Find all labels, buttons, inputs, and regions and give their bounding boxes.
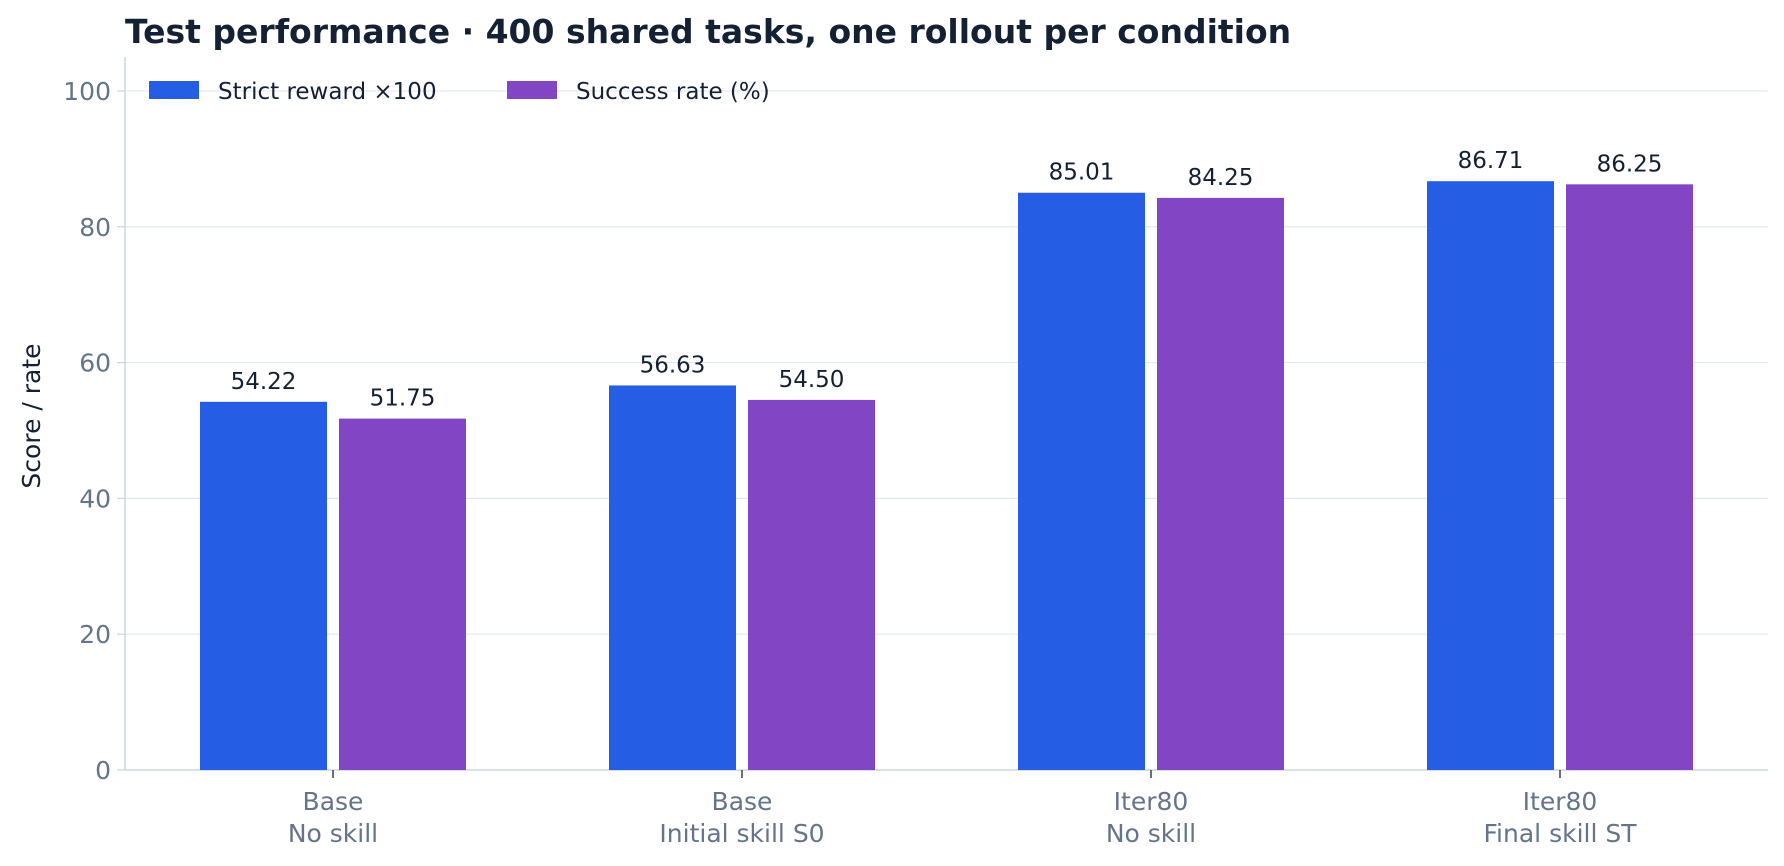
bar [1157, 197, 1284, 771]
bars [200, 181, 1693, 771]
data-label: 84.25 [1188, 165, 1254, 191]
x-tick-label: Base [303, 787, 364, 816]
data-label: 51.75 [370, 386, 436, 412]
y-tick-label: 40 [79, 484, 111, 513]
data-label: 56.63 [640, 352, 706, 378]
x-tick-label: Initial skill S0 [659, 819, 824, 848]
data-label: 86.25 [1597, 151, 1663, 177]
legend-swatch [507, 81, 557, 99]
chart-title: Test performance · 400 shared tasks, one… [125, 12, 1291, 51]
data-labels: 54.22 51.75 56.63 54.50 85.01 84.25 86.71 86.25 [231, 148, 1663, 411]
y-tick-label: 80 [79, 213, 111, 242]
data-label: 86.71 [1458, 148, 1524, 174]
bar [748, 399, 875, 770]
x-tick-label: Base [712, 787, 773, 816]
bar [339, 418, 466, 770]
y-tick-label: 0 [95, 756, 111, 785]
bar [1018, 192, 1145, 770]
legend-swatch [149, 81, 199, 99]
x-tick-label: Iter80 [1523, 787, 1598, 816]
legend-label: Strict reward ×100 [218, 79, 437, 105]
data-label: 54.22 [231, 369, 297, 395]
bar [200, 401, 327, 770]
y-axis-label: Score / rate [17, 343, 46, 488]
bar [609, 385, 736, 770]
y-tick-labels: 0 20 40 60 80 100 [63, 77, 125, 785]
y-tick-label: 100 [63, 77, 111, 106]
y-tick-label: 20 [79, 620, 111, 649]
bar [1427, 181, 1554, 770]
data-label: 85.01 [1049, 160, 1115, 186]
x-tick-label: Final skill ST [1484, 819, 1638, 848]
x-tick-label: No skill [288, 819, 378, 848]
x-tick-labels: Base No skill Base Initial skill S0 Iter80 No… [288, 770, 1637, 848]
legend-label: Success rate (%) [576, 79, 770, 105]
x-tick-label: Iter80 [1114, 787, 1189, 816]
data-label: 54.50 [779, 367, 845, 393]
legend: Strict reward ×100 Success rate (%) [149, 79, 770, 105]
bar [1566, 184, 1693, 771]
y-tick-label: 60 [79, 349, 111, 378]
x-tick-label: No skill [1106, 819, 1196, 848]
